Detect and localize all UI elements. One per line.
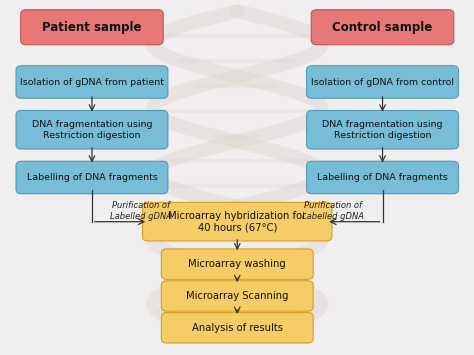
Text: Microarray hybridization for
40 hours (67°C): Microarray hybridization for 40 hours (6… [168, 211, 306, 233]
FancyBboxPatch shape [161, 281, 313, 311]
Text: DNA fragmentation using
Restriction digestion: DNA fragmentation using Restriction dige… [322, 120, 443, 140]
Text: Labelling of DNA fragments: Labelling of DNA fragments [317, 173, 448, 182]
Text: Isolation of gDNA from control: Isolation of gDNA from control [311, 77, 454, 87]
FancyBboxPatch shape [161, 313, 313, 343]
Text: Purification of
Labelled gDNA: Purification of Labelled gDNA [302, 201, 365, 221]
FancyBboxPatch shape [307, 110, 458, 149]
FancyBboxPatch shape [143, 202, 332, 241]
Text: Isolation of gDNA from patient: Isolation of gDNA from patient [20, 77, 164, 87]
Text: Patient sample: Patient sample [42, 21, 142, 34]
FancyBboxPatch shape [311, 10, 454, 45]
FancyBboxPatch shape [307, 161, 458, 194]
Text: Microarray Scanning: Microarray Scanning [186, 291, 289, 301]
FancyBboxPatch shape [16, 66, 168, 98]
Text: DNA fragmentation using
Restriction digestion: DNA fragmentation using Restriction dige… [32, 120, 152, 140]
Text: Control sample: Control sample [332, 21, 433, 34]
Text: Labelling of DNA fragments: Labelling of DNA fragments [27, 173, 157, 182]
FancyBboxPatch shape [161, 249, 313, 279]
FancyBboxPatch shape [16, 161, 168, 194]
FancyBboxPatch shape [21, 10, 163, 45]
FancyBboxPatch shape [16, 110, 168, 149]
FancyBboxPatch shape [307, 66, 458, 98]
Text: Analysis of results: Analysis of results [192, 323, 283, 333]
Text: Microarray washing: Microarray washing [188, 259, 286, 269]
Text: Purification of
Labelled gDNA: Purification of Labelled gDNA [110, 201, 172, 221]
